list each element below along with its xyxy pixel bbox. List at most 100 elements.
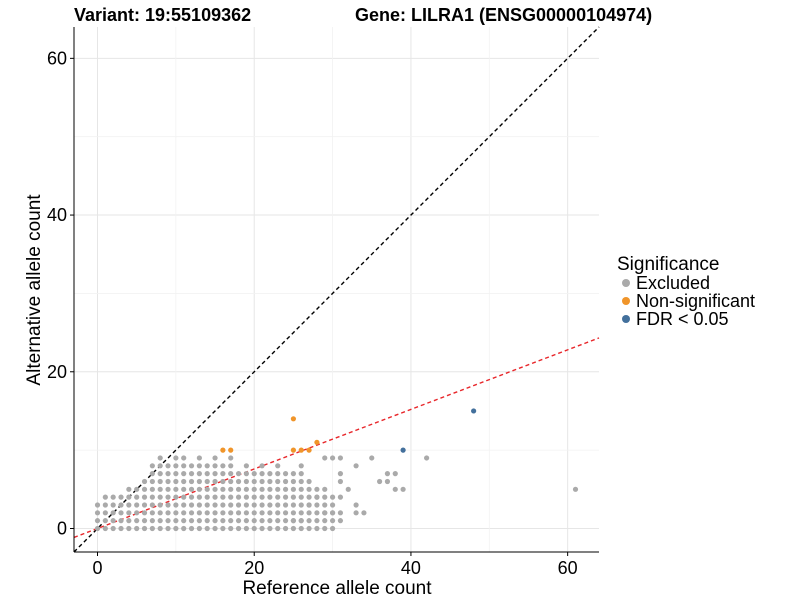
point-excluded [149, 471, 155, 477]
legend-title: Significance [617, 254, 719, 275]
legend-swatch [622, 279, 630, 287]
legend-label: Excluded [636, 273, 710, 293]
point-excluded [157, 471, 163, 477]
point-excluded [282, 510, 289, 516]
point-excluded [228, 478, 234, 485]
point-excluded [290, 478, 297, 485]
point-excluded [134, 502, 140, 508]
point-excluded [157, 455, 163, 461]
point-excluded [400, 486, 406, 492]
point-non-significant [290, 447, 297, 453]
point-excluded [212, 478, 218, 485]
point-excluded [259, 518, 265, 524]
point-excluded [126, 502, 132, 508]
point-excluded [212, 502, 218, 508]
point-excluded [322, 486, 328, 492]
point-excluded [243, 463, 249, 469]
point-excluded [298, 525, 304, 532]
point-excluded [149, 510, 155, 516]
point-excluded [235, 486, 242, 492]
point-excluded [337, 478, 344, 485]
point-excluded [212, 486, 218, 492]
point-excluded [110, 525, 116, 532]
point-excluded [298, 494, 304, 500]
point-excluded [102, 502, 108, 508]
point-excluded [196, 525, 202, 532]
point-excluded [267, 502, 273, 508]
point-excluded [306, 478, 312, 485]
point-excluded [337, 471, 344, 477]
point-excluded [235, 510, 242, 516]
point-excluded [110, 494, 116, 500]
point-excluded [298, 502, 304, 508]
point-excluded [196, 463, 202, 469]
point-excluded [204, 463, 210, 469]
point-excluded [306, 525, 312, 532]
point-excluded [290, 518, 297, 524]
point-excluded [282, 478, 289, 485]
point-excluded [329, 510, 336, 516]
point-excluded [157, 486, 163, 492]
point-excluded [102, 494, 108, 500]
point-excluded [204, 510, 210, 516]
legend-swatch [622, 297, 630, 305]
point-excluded [259, 494, 265, 500]
point-excluded [243, 471, 249, 477]
point-excluded [181, 518, 187, 524]
y-axis-ticks: 0 20 40 60 [47, 48, 74, 538]
point-excluded [173, 455, 179, 461]
point-excluded [126, 486, 132, 492]
point-excluded [165, 518, 171, 524]
point-excluded [251, 518, 257, 524]
x-tick-label: 40 [401, 558, 421, 578]
point-excluded [228, 518, 234, 524]
point-excluded [353, 502, 359, 508]
y-tick-label: 20 [47, 362, 67, 382]
point-excluded [188, 478, 195, 485]
point-excluded [149, 525, 155, 532]
point-excluded [102, 525, 108, 532]
point-excluded [306, 502, 312, 508]
point-excluded [329, 455, 336, 461]
point-excluded [149, 463, 155, 469]
legend-label: Non-significant [636, 291, 755, 311]
point-excluded [149, 502, 155, 508]
point-excluded [572, 486, 579, 492]
point-excluded [220, 478, 226, 485]
point-excluded [376, 478, 383, 485]
y-axis-label: Alternative allele count [24, 194, 45, 386]
point-non-significant [314, 439, 320, 445]
point-excluded [251, 494, 257, 500]
point-excluded [94, 525, 101, 532]
point-excluded [220, 518, 226, 524]
point-excluded [157, 502, 163, 508]
point-excluded [212, 510, 218, 516]
y-tick-label: 60 [47, 48, 67, 68]
point-excluded [188, 463, 195, 469]
point-excluded [212, 471, 218, 477]
point-excluded [314, 502, 320, 508]
x-tick-label: 60 [558, 558, 578, 578]
point-excluded [251, 471, 257, 477]
point-excluded [165, 525, 171, 532]
chart-title-variant: Variant: 19:55109362 [74, 5, 251, 25]
point-excluded [181, 455, 187, 461]
point-excluded [353, 510, 359, 516]
point-excluded [110, 510, 116, 516]
point-excluded [149, 486, 155, 492]
point-excluded [204, 486, 210, 492]
point-excluded [322, 525, 328, 532]
point-excluded [306, 518, 312, 524]
point-excluded [337, 494, 344, 500]
x-tick-label: 20 [244, 558, 264, 578]
point-excluded [228, 502, 234, 508]
point-excluded [392, 486, 398, 492]
point-excluded [220, 463, 226, 469]
point-excluded [196, 502, 202, 508]
point-excluded [196, 455, 202, 461]
point-excluded [118, 510, 124, 516]
point-excluded [165, 502, 171, 508]
point-excluded [126, 518, 132, 524]
point-excluded [181, 525, 187, 532]
point-excluded [118, 502, 124, 508]
